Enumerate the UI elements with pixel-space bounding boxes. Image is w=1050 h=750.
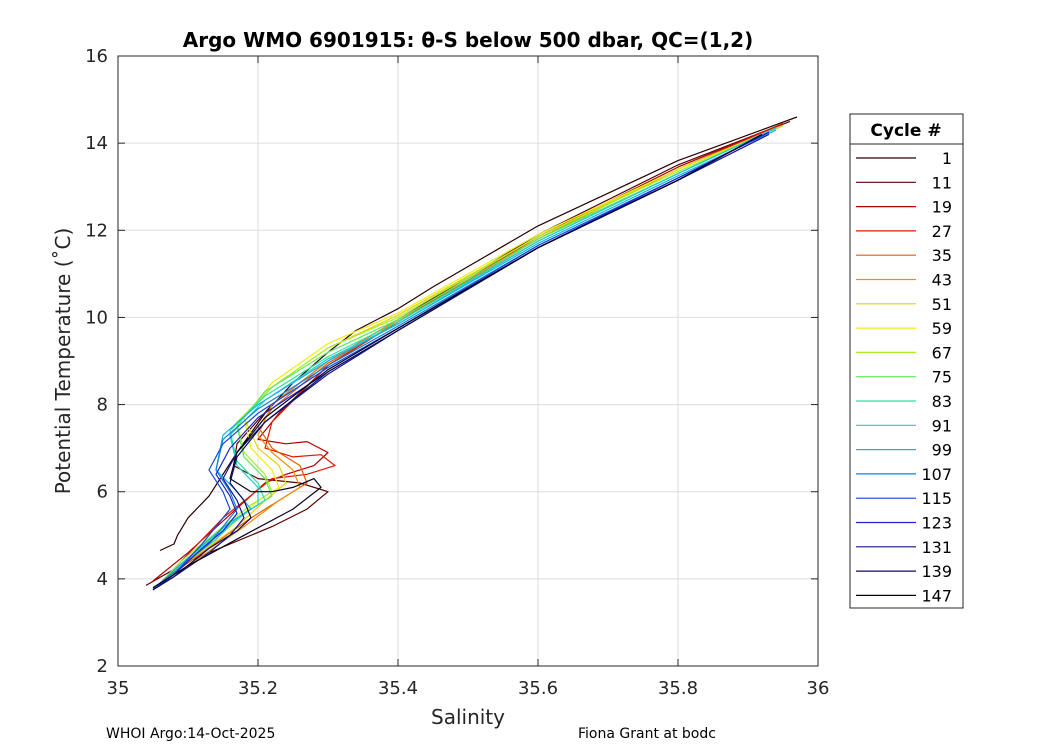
legend-title: Cycle # [870,121,941,141]
x-tick-label: 35.6 [518,678,558,699]
series-line-cycle-115 [152,131,770,591]
legend-label: 75 [932,368,952,387]
x-tick-label: 35.2 [238,678,278,699]
legend: Cycle # 11119273543515967758391991071151… [849,113,964,609]
legend-label: 43 [932,271,952,290]
legend-label: 1 [942,149,952,168]
legend-label: 67 [932,343,952,362]
legend-label: 35 [932,246,952,265]
x-tick-label: 35.8 [658,678,698,699]
legend-label: 11 [932,173,952,192]
legend-entries: 1111927354351596775839199107115123131139… [856,149,952,605]
series-line-cycle-147 [152,133,763,589]
y-tick-label: 10 [85,307,108,328]
y-tick-label: 14 [85,133,108,154]
legend-label: 139 [921,562,952,581]
y-tick-label: 4 [97,569,108,590]
y-axis-ticks: 2 4 6 8 10 12 14 16 [85,46,818,677]
legend-label: 147 [921,586,952,605]
legend-label: 123 [921,514,952,533]
grid-lines [118,56,818,666]
legend-label: 99 [932,441,952,460]
legend-label: 115 [921,489,952,508]
legend-label: 131 [921,538,952,557]
y-tick-label: 16 [85,46,108,67]
y-tick-label: 2 [97,656,108,677]
y-tick-label: 6 [97,482,108,503]
legend-label: 19 [932,198,952,217]
y-axis-label: Potential Temperature (˚C) [51,228,75,495]
x-tick-label: 36 [807,678,830,699]
footer-author: Fiona Grant at bodc [578,726,716,742]
legend-label: 59 [932,319,952,338]
legend-label: 27 [932,222,952,241]
x-tick-label: 35 [107,678,130,699]
x-tick-label: 35.4 [378,678,418,699]
series-line-cycle-91 [156,127,777,589]
y-tick-label: 12 [85,220,108,241]
legend-box [849,113,964,609]
legend-label: 83 [932,392,952,411]
legend-label: 51 [932,295,952,314]
legend-label: 107 [921,465,952,484]
x-axis-ticks: 35 35.2 35.4 35.6 35.8 36 [107,56,830,699]
y-tick-label: 8 [97,395,108,416]
plot-frame [117,55,819,667]
legend-label: 91 [932,416,952,435]
x-axis-label: Salinity [431,705,505,729]
series-layer [145,116,798,591]
chart-title: Argo WMO 6901915: θ-S below 500 dbar, QC… [183,28,753,52]
footer-source: WHOI Argo:14-Oct-2025 [106,726,276,742]
